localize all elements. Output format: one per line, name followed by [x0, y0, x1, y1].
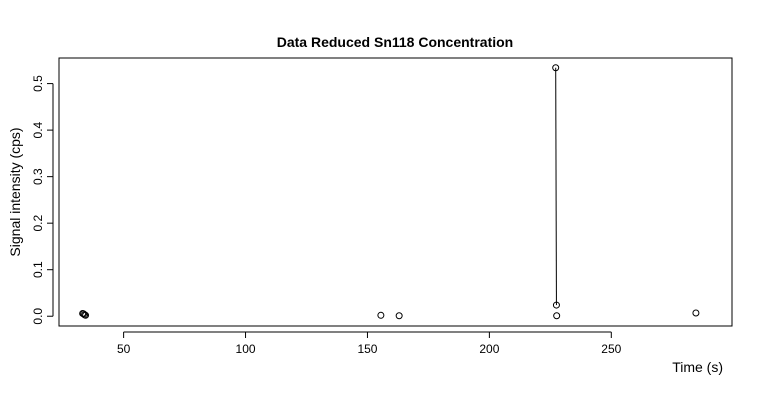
data-point-3 — [82, 311, 90, 319]
x-tick-label-3: 200 — [479, 342, 499, 356]
x-axis-title: Time (s) — [672, 359, 723, 375]
data-point-8 — [553, 312, 561, 320]
points-layer — [79, 64, 700, 320]
y-axis-title: Signal intensity (cps) — [7, 127, 23, 256]
plot-frame — [58, 57, 733, 327]
data-point-9 — [692, 309, 700, 317]
data-point-7 — [552, 301, 560, 309]
data-segment-0 — [555, 67, 557, 306]
y-tick-label-2: 0.2 — [31, 215, 45, 232]
y-tick-label-1: 0.1 — [31, 261, 45, 278]
data-point-6 — [552, 64, 560, 72]
x-tick-label-0: 50 — [117, 342, 131, 356]
x-tick-label-4: 250 — [601, 342, 621, 356]
segments-layer — [555, 67, 557, 306]
x-tick-label-2: 150 — [357, 342, 377, 356]
y-tick-label-0: 0.0 — [31, 308, 45, 325]
x-tick-label-1: 100 — [236, 342, 256, 356]
y-tick-label-5: 0.5 — [31, 75, 45, 92]
data-point-4 — [377, 311, 385, 319]
x-axis: 50 100 150 200 250 — [117, 331, 622, 356]
data-point-5 — [395, 312, 403, 320]
y-tick-label-3: 0.3 — [31, 168, 45, 185]
data-point-1 — [80, 310, 88, 318]
y-axis: 0.0 0.1 0.2 0.3 0.4 0.5 — [31, 75, 54, 325]
y-tick-label-4: 0.4 — [31, 121, 45, 138]
chart-title: Data Reduced Sn118 Concentration — [277, 34, 514, 50]
